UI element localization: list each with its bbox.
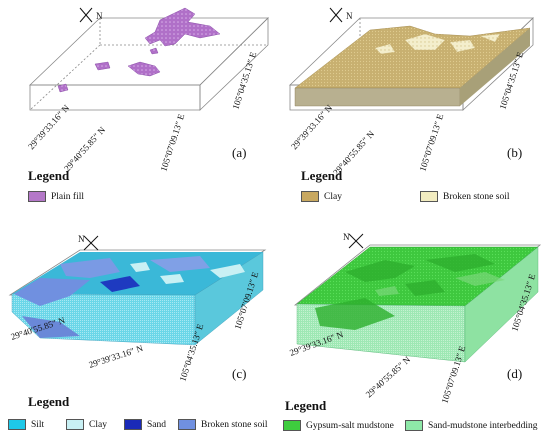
compass-icon: N [343, 232, 364, 249]
model-3d-c: N 29°40′55.85″ N 29°39′33.16″ N 105°04′3… [8, 234, 267, 383]
legend-swatch [283, 420, 301, 431]
legend-title: Legend [301, 168, 343, 183]
right-side [464, 246, 539, 363]
legend-swatch [124, 419, 142, 430]
compass-label: N [78, 234, 85, 244]
legend-swatch [420, 191, 438, 202]
legend-label: Broken stone soil [443, 191, 510, 202]
legend-swatch [301, 191, 319, 202]
legend-label: Gypsum-salt mudstone [306, 420, 394, 431]
panel-c: N 29°40′55.85″ N 29°39′33.16″ N 105°04′3… [0, 220, 275, 439]
legend-swatch [28, 191, 46, 202]
legend-title: Legend [285, 398, 327, 413]
legend-title: Legend [28, 168, 70, 183]
terrain-detail [315, 254, 495, 330]
legend-item-clay: Clay [301, 191, 342, 202]
legend-label: Sand-mudstone interbedding [428, 420, 538, 431]
panel-letter: (a) [232, 145, 247, 160]
compass-icon: N [78, 234, 99, 251]
legend-item-sand: Sand [124, 419, 166, 430]
model-3d-d: N 29°39′33.16″ N 29°40′55.85″ N 105°07′0… [288, 232, 542, 405]
plain-fill-patches [57, 7, 221, 93]
coord-lat-east: 29°40′55.85″ N [364, 354, 413, 399]
legend-title: Legend [28, 394, 70, 409]
coord-lon-front: 105°07′09.13″ E [158, 112, 186, 172]
panel-letter: (b) [507, 145, 523, 160]
layer-patches [14, 256, 245, 338]
legend-item-gypsum-salt-mudstone: Gypsum-salt mudstone [283, 420, 394, 431]
legend-item-plain-fill: Plain fill [28, 191, 84, 202]
legend-swatch [405, 420, 423, 431]
legend-item-sand-mudstone-interbedding: Sand-mudstone interbedding [405, 420, 538, 431]
panel-d: N 29°39′33.16″ N 29°40′55.85″ N 105°07′0… [275, 220, 550, 439]
compass-icon: N [329, 7, 353, 23]
legend-label: Silt [31, 419, 45, 430]
clay-side-right [460, 28, 530, 106]
bounding-box [29, 17, 269, 111]
panel-b: N 29°39′33.16″ N 29°40′55.85″ N 105°07′0… [275, 0, 550, 220]
model-3d-a: N 29°39′33.16″ N 29°40′55.85″ N 105°07′0… [26, 7, 269, 173]
coord-lat-east: 29°39′33.16″ N [88, 343, 145, 370]
compass-icon: N [79, 7, 103, 23]
legend-item-silt: Silt [8, 419, 44, 430]
model-3d-b: N 29°39′33.16″ N 29°40′55.85″ N 105°07′0… [289, 7, 534, 177]
coord-lat-east: 29°40′55.85″ N [62, 124, 107, 173]
compass-label: N [343, 232, 350, 242]
legend-label: Sand [147, 419, 166, 430]
legend-label: Clay [89, 419, 107, 430]
legend-label: Broken stone soil [201, 419, 268, 430]
panel-letter: (c) [232, 366, 247, 381]
legend-swatch [8, 419, 26, 430]
clay-side [294, 87, 461, 107]
legend-label: Clay [324, 191, 342, 202]
legend-swatch [178, 419, 196, 430]
legend-label: Plain fill [51, 191, 84, 202]
panel-letter: (d) [507, 366, 523, 381]
broken-stone-patches [374, 33, 501, 55]
terrain-highlight [375, 272, 505, 296]
compass-label: N [346, 11, 353, 21]
legend-item-broken-stone-soil: Broken stone soil [420, 191, 510, 202]
clay-surface [294, 25, 531, 89]
legend-item-clay: Clay [66, 419, 107, 430]
coord-lon-front: 105°07′09.13″ E [417, 112, 445, 172]
coord-lon-back: 105°04′35.13″ E [230, 50, 258, 110]
legend-item-broken-stone-soil: Broken stone soil [178, 419, 268, 430]
legend-swatch [66, 419, 84, 430]
compass-label: N [96, 11, 103, 21]
panel-a: N 29°39′33.16″ N 29°40′55.85″ N 105°07′0… [0, 0, 275, 220]
